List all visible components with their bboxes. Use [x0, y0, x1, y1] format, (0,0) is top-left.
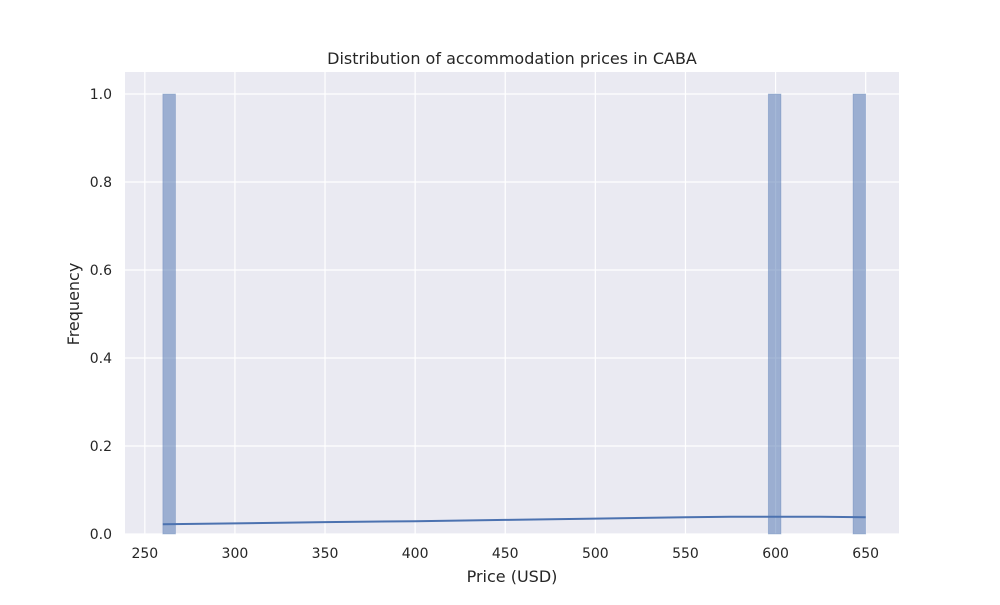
y-tick-labels: 0.0 0.2 0.4 0.6 0.8 1.0 — [90, 87, 112, 543]
y-tick-label: 1.0 — [90, 87, 112, 103]
x-tick-label: 600 — [762, 546, 789, 562]
chart-title: Distribution of accommodation prices in … — [327, 49, 697, 68]
x-tick-label: 450 — [492, 546, 519, 562]
x-axis-label: Price (USD) — [467, 567, 558, 586]
y-tick-label: 0.8 — [90, 175, 112, 191]
histogram-bar — [162, 93, 176, 535]
x-tick-label: 400 — [402, 546, 429, 562]
x-tick-labels: 250 300 350 400 450 500 550 600 650 — [131, 546, 879, 562]
kde-group — [162, 515, 866, 526]
x-tick-label: 350 — [312, 546, 339, 562]
y-tick-label: 0.4 — [90, 351, 112, 367]
x-tick-label: 650 — [852, 546, 879, 562]
histogram-bar — [852, 93, 867, 535]
x-tick-label: 250 — [131, 546, 158, 562]
y-tick-label: 0.0 — [90, 527, 112, 543]
bars-group — [162, 93, 867, 535]
x-tick-label: 550 — [672, 546, 699, 562]
y-tick-label: 0.6 — [90, 263, 112, 279]
y-tick-label: 0.2 — [90, 439, 112, 455]
x-tick-label: 300 — [222, 546, 249, 562]
kde-line — [162, 515, 866, 526]
histogram-bar — [767, 93, 782, 535]
plot-area — [125, 72, 899, 534]
x-tick-label: 500 — [582, 546, 609, 562]
y-axis-label: Frequency — [64, 263, 83, 346]
